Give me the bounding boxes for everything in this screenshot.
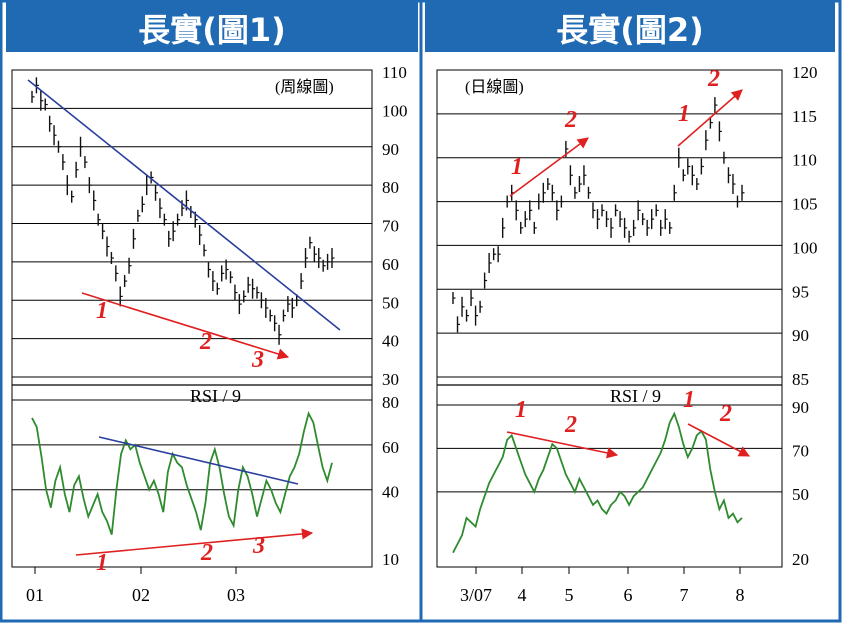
rsi-marker-label: 2 [719,401,732,427]
price-marker-label: 1 [678,101,690,127]
price-marker-label: 1 [511,154,523,180]
price-y-tick-label: 90 [382,140,399,159]
rsi-marker-label: 1 [96,550,108,576]
price-marker-label: 2 [707,66,720,92]
trend-line-blue [98,436,299,485]
price-y-tick-label: 40 [382,332,399,351]
title-bar [425,2,835,52]
price-marker-label: 1 [96,298,108,324]
trend-arrow-red [506,431,619,459]
plot-frame [11,69,373,568]
price-y-tick-label: 85 [792,370,809,389]
price-y-tick-label: 90 [792,326,809,345]
rsi-label: RSI / 9 [190,386,241,406]
title-bar [6,2,418,52]
rsi-y-tick-label: 90 [792,398,809,417]
trend-arrow-red [687,423,750,457]
rsi-y-tick-label: 50 [792,485,809,504]
trend-arrow-red [81,292,290,360]
price-y-tick-label: 95 [792,282,809,301]
rsi-marker-label: 1 [515,397,527,423]
rsi-y-tick-label: 10 [382,550,399,569]
x-tick-label: 03 [227,585,245,605]
rsi-marker-label: 2 [564,412,577,438]
rsi-series-line [452,411,743,554]
trend-arrow-red [509,137,589,197]
x-tick-label: 5 [565,585,574,605]
rsi-y-tick-label: 20 [792,550,809,569]
plot-frame [436,69,783,568]
chart-subtitle: (日線圖) [465,78,524,96]
price-y-tick-label: 110 [792,151,817,170]
rsi-marker-label: 3 [252,533,265,559]
x-tick-label: 01 [26,585,44,605]
price-y-tick-label: 115 [792,107,817,126]
x-tick-label: 7 [680,585,689,605]
trend-line-blue [27,79,341,331]
x-tick-label: 02 [132,585,150,605]
price-y-tick-label: 50 [382,293,399,312]
x-tick-label: 3/07 [460,585,492,605]
price-marker-label: 2 [564,107,577,133]
rsi-y-tick-label: 40 [382,483,399,502]
rsi-marker-label: 2 [200,540,213,566]
price-y-tick-label: 60 [382,255,399,274]
price-marker-label: 3 [251,347,264,373]
rsi-series-line [31,411,333,535]
rsi-marker-label: 1 [683,387,695,413]
price-y-tick-label: 120 [792,63,818,82]
price-marker-label: 2 [199,329,212,355]
panel-title: 長實(圖2) [556,11,704,49]
chart-subtitle: (周線圖) [275,78,334,96]
trend-arrow-red [75,528,314,556]
price-y-tick-label: 105 [792,195,818,214]
rsi-label: RSI / 9 [610,386,661,406]
price-y-tick-label: 100 [792,238,818,257]
price-y-tick-label: 70 [382,217,399,236]
x-tick-label: 4 [518,585,527,605]
trend-arrow-red [677,89,743,147]
x-tick-label: 6 [624,585,633,605]
rsi-y-tick-label: 70 [792,441,809,460]
price-y-tick-label: 100 [382,101,408,120]
price-y-tick-label: 110 [382,63,407,82]
panel-title: 長實(圖1) [138,11,286,49]
price-y-tick-label: 30 [382,370,399,389]
x-tick-label: 8 [736,585,745,605]
rsi-y-tick-label: 80 [382,393,399,412]
rsi-y-tick-label: 60 [382,438,399,457]
price-y-tick-label: 80 [382,178,399,197]
